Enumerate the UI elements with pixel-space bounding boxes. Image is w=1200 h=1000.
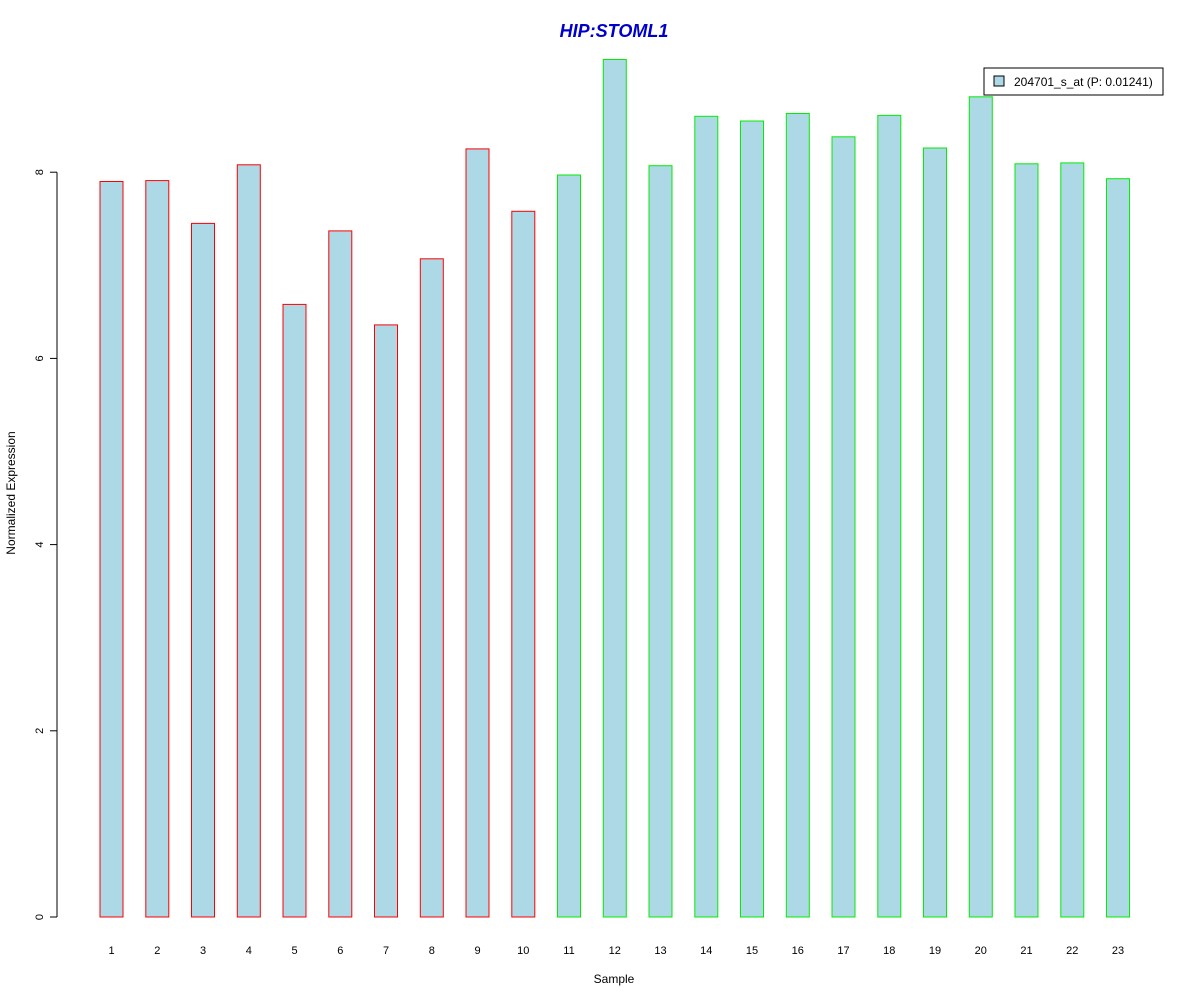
x-tick-label: 22 (1066, 945, 1078, 957)
legend: 204701_s_at (P: 0.01241) (983, 67, 1164, 96)
x-tick-label: 13 (654, 945, 666, 957)
x-tick-label: 17 (837, 945, 849, 957)
bar-sample-21 (1014, 163, 1039, 918)
y-axis: 0 2 4 6 8 (34, 169, 58, 920)
x-tick-label: 7 (383, 945, 389, 957)
x-tick-label: 9 (474, 945, 480, 957)
x-tick-label: 12 (609, 945, 621, 957)
x-tick-label: 14 (700, 945, 712, 957)
bar-sample-5 (282, 303, 307, 918)
y-tick-label: 8 (34, 169, 46, 175)
x-tick-label: 19 (929, 945, 941, 957)
x-axis-tick-labels: 1 2 3 4 5 6 7 8 9 10 11 12 13 14 15 16 17 18 19 20 21 22 23 (108, 945, 1124, 957)
x-axis-label: Sample (594, 972, 635, 986)
bar-sample-10 (511, 210, 536, 918)
bar-sample-11 (557, 174, 581, 918)
x-tick-label: 15 (746, 945, 758, 957)
x-tick-label: 2 (154, 945, 160, 957)
bar-sample-12 (602, 59, 627, 918)
x-tick-label: 23 (1112, 945, 1124, 957)
bar-sample-7 (374, 324, 398, 918)
x-tick-label: 5 (291, 945, 297, 957)
bar-sample-19 (923, 147, 947, 918)
y-tick-label: 6 (34, 355, 46, 361)
x-tick-label: 8 (429, 945, 435, 957)
bar-sample-8 (419, 258, 444, 918)
y-tick-label: 2 (34, 728, 46, 734)
x-tick-label: 18 (883, 945, 895, 957)
x-tick-label: 16 (792, 945, 804, 957)
x-tick-label: 1 (108, 945, 114, 957)
bar-sample-17 (831, 136, 856, 918)
y-tick-label: 0 (34, 914, 46, 920)
legend-swatch (993, 75, 1005, 87)
bar-sample-20 (968, 96, 993, 918)
x-tick-label: 4 (246, 945, 252, 957)
x-tick-label: 20 (975, 945, 987, 957)
bar-sample-22 (1060, 162, 1085, 918)
chart-title: HIP:STOML1 (560, 21, 669, 41)
bar-sample-18 (877, 114, 902, 918)
bar-sample-14 (694, 115, 719, 918)
bar-sample-16 (785, 113, 810, 918)
x-tick-label: 10 (517, 945, 529, 957)
x-tick-label: 6 (337, 945, 343, 957)
bar-sample-13 (648, 165, 673, 918)
legend-entry-label: 204701_s_at (P: 0.01241) (1014, 75, 1153, 89)
y-axis-label: Normalized Expression (4, 431, 18, 554)
bars-group (99, 59, 1130, 918)
bar-sample-9 (465, 148, 490, 918)
bar-sample-15 (740, 120, 764, 918)
bar-sample-3 (191, 222, 215, 918)
bar-sample-4 (236, 164, 261, 918)
bar-sample-6 (328, 230, 353, 918)
legend-box (983, 67, 1164, 96)
y-tick-label: 4 (34, 542, 46, 548)
x-tick-label: 11 (563, 945, 574, 957)
bar-sample-1 (99, 181, 124, 918)
x-tick-label: 3 (200, 945, 206, 957)
x-tick-label: 21 (1020, 945, 1032, 957)
bar-sample-23 (1106, 178, 1130, 918)
bar-sample-2 (145, 180, 170, 918)
